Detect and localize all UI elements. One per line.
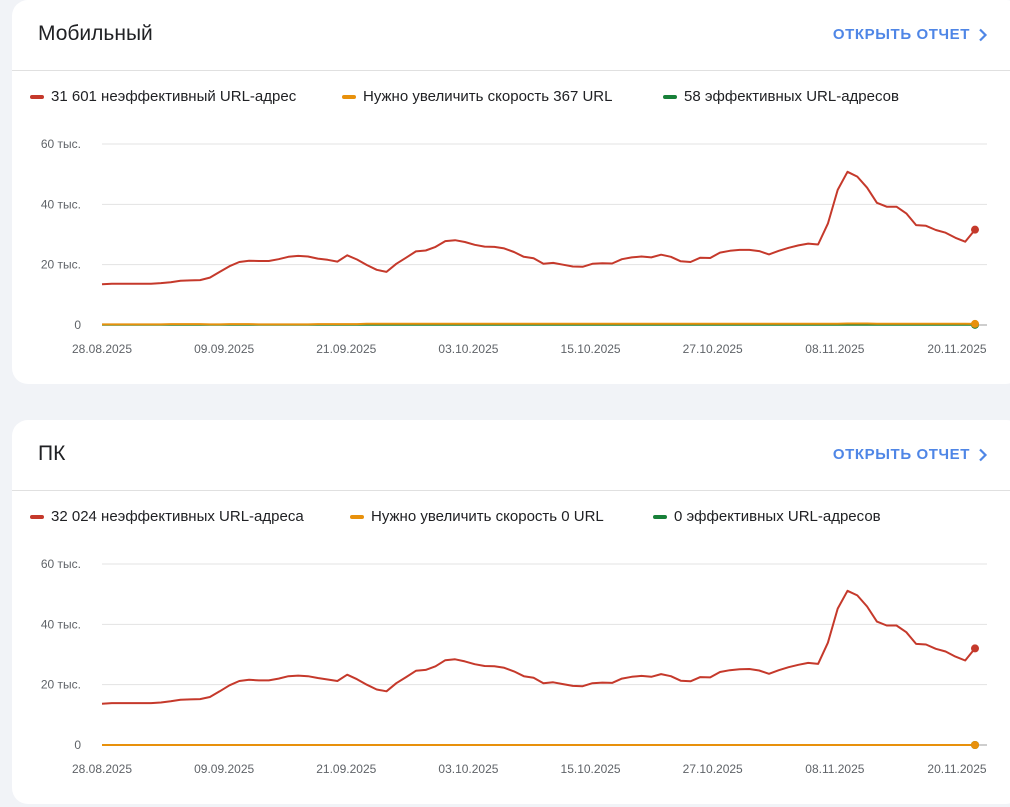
legend-item-needs-improvement[interactable]: Нужно увеличить скорость 367 URL <box>342 88 612 105</box>
x-tick-label: 15.10.2025 <box>561 762 621 776</box>
legend-item-good[interactable]: 58 эффективных URL-адресов <box>663 88 899 105</box>
y-tick-label: 0 <box>74 738 81 752</box>
series-line <box>102 322 976 326</box>
open-report-label: ОТКРЫТЬ ОТЧЕТ <box>832 26 970 43</box>
y-tick-label: 60 тыс. <box>41 557 81 571</box>
legend-item-poor[interactable]: 32 024 неэффективных URL-адреса <box>30 508 304 525</box>
x-tick-label: 20.11.2025 <box>927 342 986 356</box>
x-tick-label: 08.11.2025 <box>805 762 864 776</box>
x-tick-label: 28.08.2025 <box>72 762 132 776</box>
chart-legend: 32 024 неэффективных URL-адреса Нужно ув… <box>30 508 1010 530</box>
legend-label: 0 эффективных URL-адресов <box>674 508 881 525</box>
legend-item-needs-improvement[interactable]: Нужно увеличить скорость 0 URL <box>350 508 604 525</box>
x-tick-label: 27.10.2025 <box>683 762 743 776</box>
chevron-right-icon <box>979 448 988 461</box>
x-tick-label: 20.11.2025 <box>927 762 986 776</box>
chevron-right-icon <box>979 28 988 41</box>
legend-swatch <box>30 514 44 519</box>
x-tick-label: 21.09.2025 <box>316 342 376 356</box>
legend-label: Нужно увеличить скорость 367 URL <box>363 88 613 105</box>
x-tick-label: 21.09.2025 <box>316 762 376 776</box>
legend-item-good[interactable]: 0 эффективных URL-адресов <box>653 508 881 525</box>
series-line <box>101 589 976 705</box>
open-report-label: ОТКРЫТЬ ОТЧЕТ <box>832 446 970 463</box>
y-tick-label: 60 тыс. <box>41 137 81 151</box>
legend-label: Нужно увеличить скорость 0 URL <box>371 508 604 525</box>
open-report-link[interactable]: ОТКРЫТЬ ОТЧЕТ <box>833 446 988 463</box>
legend-item-poor[interactable]: 31 601 неэффективный URL-адрес <box>30 88 296 105</box>
x-tick-label: 15.10.2025 <box>561 342 621 356</box>
y-tick-label: 40 тыс. <box>41 197 81 211</box>
x-tick-label: 03.10.2025 <box>438 342 498 356</box>
desktop-report-card: ПК ОТКРЫТЬ ОТЧЕТ 32 024 неэффективных UR… <box>12 420 1010 804</box>
y-tick-label: 40 тыс. <box>41 617 81 631</box>
x-tick-label: 28.08.2025 <box>72 342 132 356</box>
x-tick-label: 09.09.2025 <box>194 342 254 356</box>
legend-swatch <box>653 514 667 519</box>
series-end-point <box>971 225 979 234</box>
mobile-report-card: Мобильный ОТКРЫТЬ ОТЧЕТ 31 601 неэффекти… <box>12 0 1010 384</box>
y-tick-label: 20 тыс. <box>41 678 81 692</box>
legend-label: 58 эффективных URL-адресов <box>684 88 899 105</box>
card-title: Мобильный <box>38 22 153 45</box>
legend-label: 32 024 неэффективных URL-адреса <box>51 508 304 525</box>
series-end-point <box>971 644 979 653</box>
card-title: ПК <box>38 442 66 465</box>
legend-swatch <box>342 94 356 99</box>
y-tick-label: 20 тыс. <box>41 258 81 272</box>
desktop-line-chart: 0 20 тыс. 40 тыс. 60 тыс. 28.08.2025 09.09.20… <box>41 557 987 776</box>
series-line <box>101 170 976 286</box>
card-header: ПК ОТКРЫТЬ ОТЧЕТ <box>12 420 1010 491</box>
x-tick-label: 03.10.2025 <box>438 762 498 776</box>
open-report-link[interactable]: ОТКРЫТЬ ОТЧЕТ <box>833 26 988 43</box>
legend-swatch <box>30 94 44 99</box>
series-end-point <box>971 319 979 328</box>
legend-swatch <box>663 94 677 99</box>
card-header: Мобильный ОТКРЫТЬ ОТЧЕТ <box>12 0 1010 71</box>
series-end-point <box>971 741 979 749</box>
legend-label: 31 601 неэффективный URL-адрес <box>51 88 297 105</box>
x-tick-label: 08.11.2025 <box>805 342 864 356</box>
mobile-line-chart: 0 20 тыс. 40 тыс. 60 тыс. 28.08.2025 09.09.20… <box>41 137 987 356</box>
legend-swatch <box>350 514 364 519</box>
y-tick-label: 0 <box>74 318 81 332</box>
chart-legend: 31 601 неэффективный URL-адрес Нужно уве… <box>30 88 1010 110</box>
x-tick-label: 09.09.2025 <box>194 762 254 776</box>
x-tick-label: 27.10.2025 <box>683 342 743 356</box>
